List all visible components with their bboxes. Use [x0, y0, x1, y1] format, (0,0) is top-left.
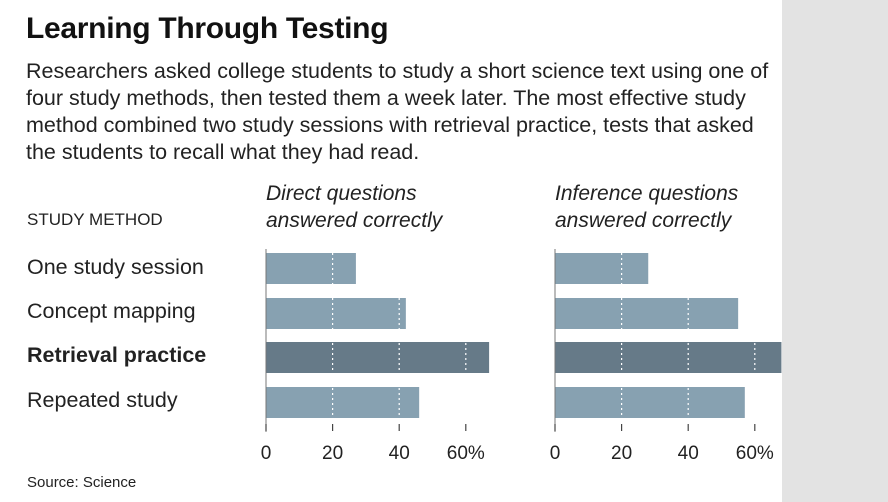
bar-concept-mapping	[555, 298, 739, 329]
tick-label-40: 40	[389, 443, 410, 464]
chart-description: Researchers asked college students to st…	[26, 59, 769, 164]
source-note: Source: Science	[27, 474, 137, 491]
tick-label-20: 20	[611, 443, 632, 464]
chart-panel	[0, 0, 782, 502]
tick-label-40: 40	[678, 443, 699, 464]
row-label-concept-mapping: Concept mapping	[27, 299, 196, 323]
study-method-axis-title: STUDY METHOD	[27, 210, 163, 229]
tick-label-60: 60%	[736, 443, 774, 464]
bar-retrieval-practice	[266, 342, 490, 373]
bar-repeated-study	[266, 387, 420, 418]
direct-questions-chart: 0 20 40 60%	[261, 249, 490, 464]
row-label-repeated-study: Repeated study	[27, 388, 178, 412]
tick-label-0: 0	[261, 443, 272, 464]
row-label-one-study-session: One study session	[27, 255, 204, 279]
inference-questions-header: Inference questions answered correctly	[555, 182, 739, 232]
bar-one-study-session	[555, 253, 649, 284]
tick-label-60: 60%	[447, 443, 485, 464]
direct-questions-header: Direct questions answered correctly	[266, 182, 443, 232]
tick-label-20: 20	[322, 443, 343, 464]
bar-concept-mapping	[266, 298, 406, 329]
row-label-retrieval-practice: Retrieval practice	[27, 343, 207, 367]
inference-questions-chart: 0 20 40 60%	[550, 249, 782, 464]
background-margin	[782, 0, 888, 502]
bar-retrieval-practice	[555, 342, 782, 373]
tick-label-0: 0	[550, 443, 561, 464]
bar-repeated-study	[555, 387, 745, 418]
chart-title: Learning Through Testing	[26, 12, 389, 45]
bar-one-study-session	[266, 253, 356, 284]
